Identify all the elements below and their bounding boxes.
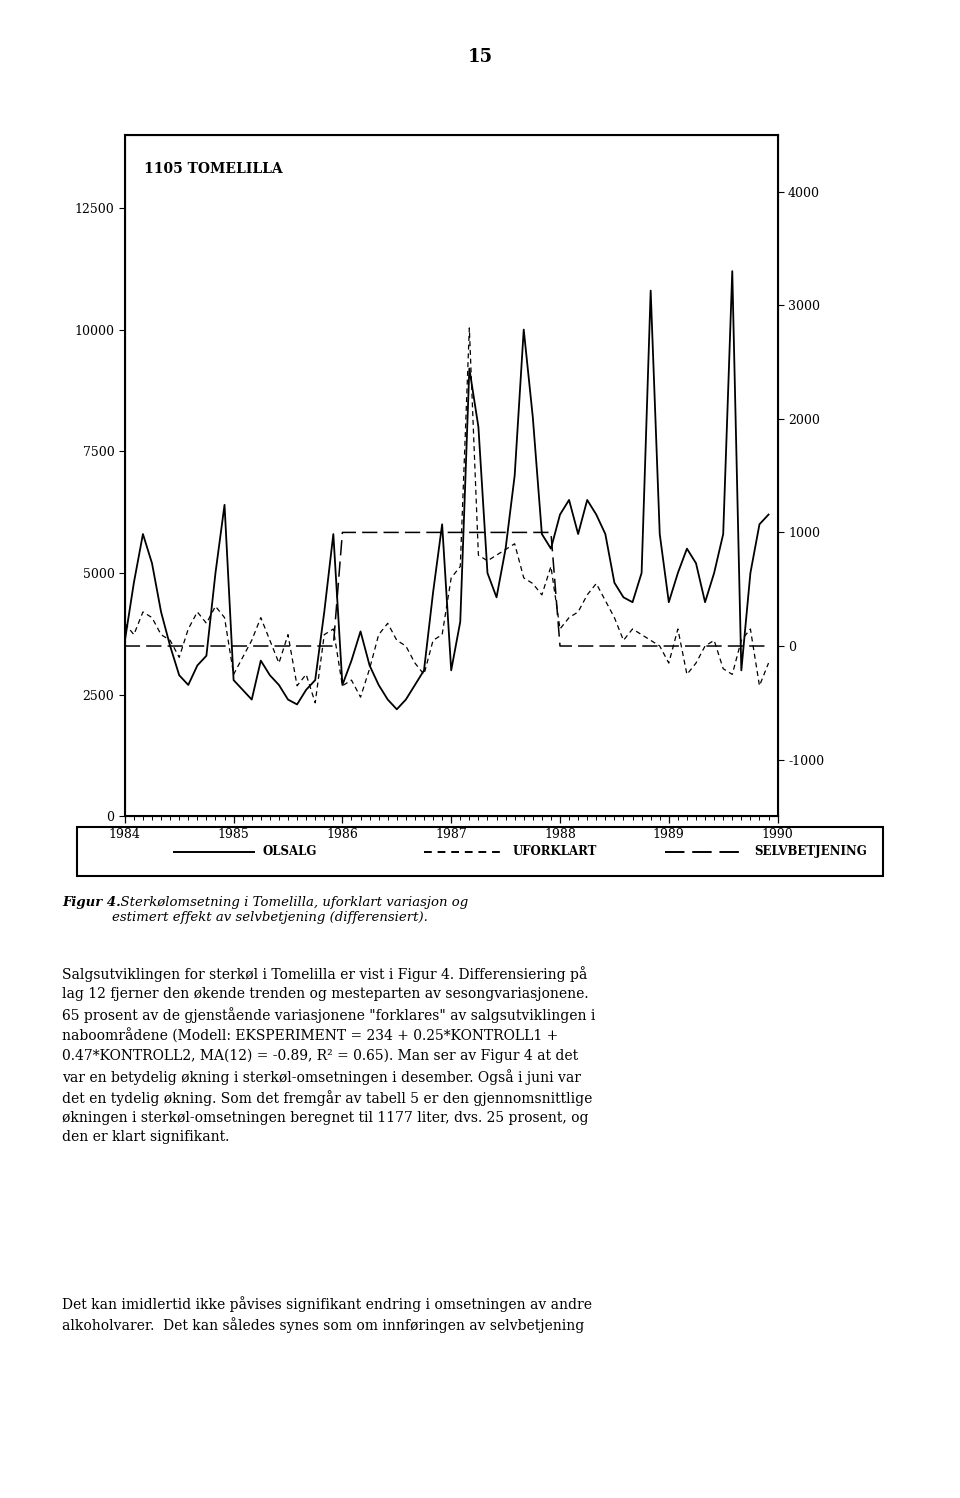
Text: OLSALG: OLSALG [262, 845, 317, 858]
Text: 15: 15 [468, 48, 492, 66]
Text: Det kan imidlertid ikke påvises signifikant endring i omsetningen av andre
alkoh: Det kan imidlertid ikke påvises signifik… [62, 1296, 592, 1333]
Text: 1105 TOMELILLA: 1105 TOMELILLA [144, 162, 283, 177]
Text: SELVBETJENING: SELVBETJENING [755, 845, 867, 858]
Text: UFORKLART: UFORKLART [513, 845, 596, 858]
Text: Salgsutviklingen for sterkøl i Tomelilla er vist i Figur 4. Differensiering på
l: Salgsutviklingen for sterkøl i Tomelilla… [62, 966, 596, 1144]
Text: Figur 4.: Figur 4. [62, 896, 121, 909]
Text: Sterkølomsetning i Tomelilla, uforklart variasjon og
estimert effekt av selvbetj: Sterkølomsetning i Tomelilla, uforklart … [112, 896, 468, 924]
